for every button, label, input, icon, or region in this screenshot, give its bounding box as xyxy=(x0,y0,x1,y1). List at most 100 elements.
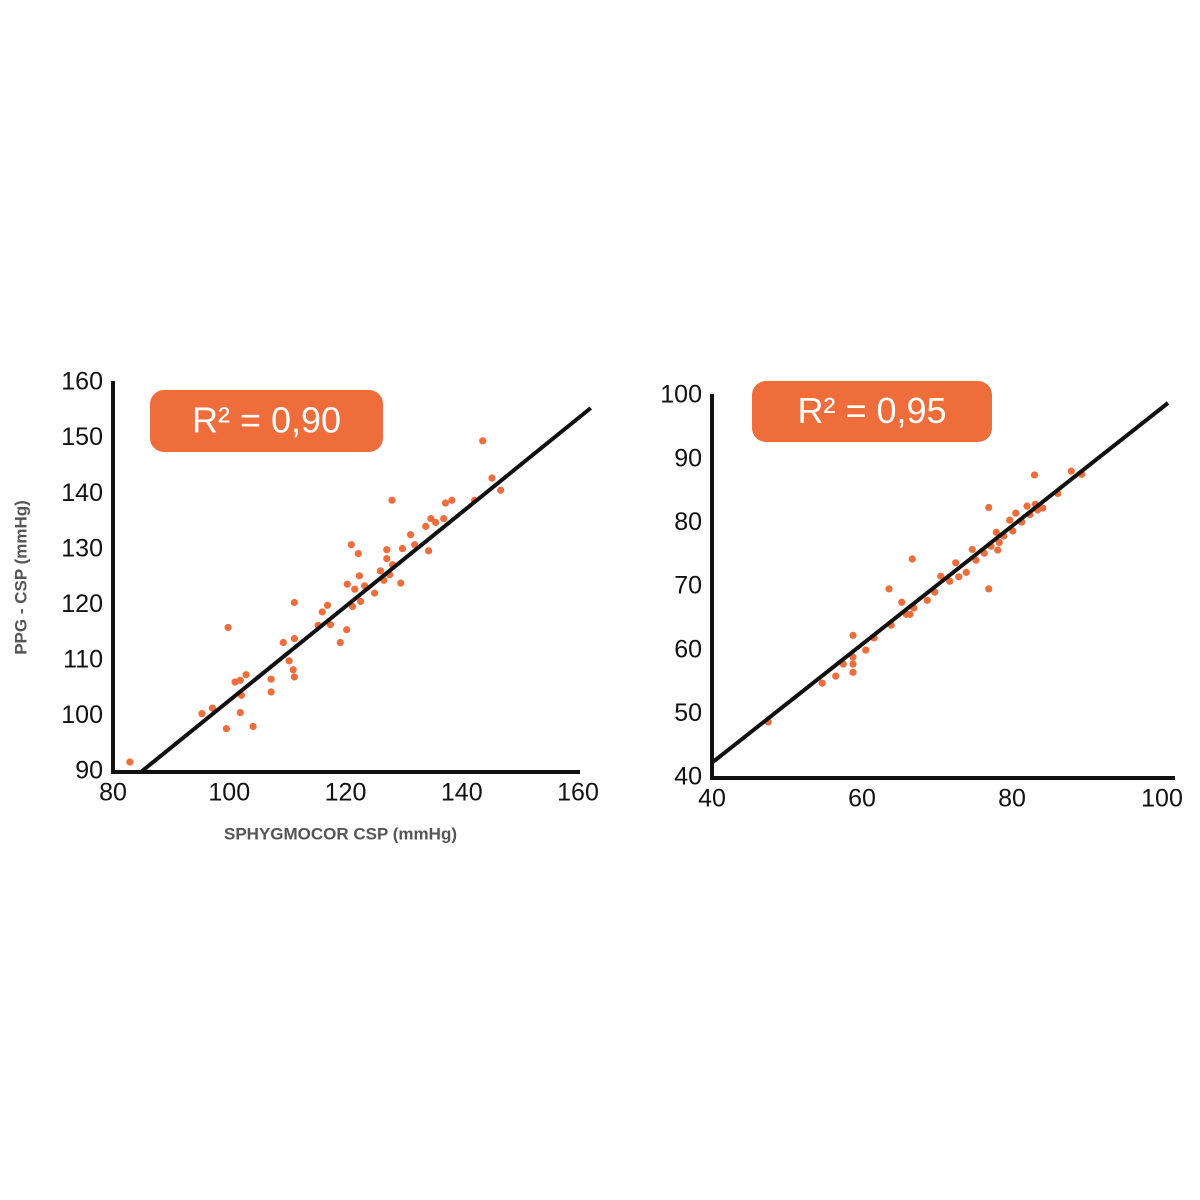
data-point xyxy=(995,538,1003,547)
data-point xyxy=(441,499,450,507)
data-point xyxy=(224,623,232,632)
y-tick-label: 80 xyxy=(674,508,702,536)
data-point xyxy=(249,722,257,731)
data-point xyxy=(908,555,916,563)
data-point xyxy=(992,528,1000,536)
data-point xyxy=(497,486,505,494)
data-point xyxy=(290,635,298,643)
fit-line xyxy=(710,401,1170,765)
data-point xyxy=(431,518,440,527)
y-tick-label: 90 xyxy=(75,757,103,785)
data-point xyxy=(832,672,840,680)
data-point xyxy=(370,589,379,597)
data-point xyxy=(849,660,857,668)
data-point xyxy=(242,671,250,679)
data-point xyxy=(267,675,275,683)
y-tick-label: 70 xyxy=(674,572,702,600)
data-point xyxy=(285,657,293,665)
data-point xyxy=(906,610,914,618)
data-point xyxy=(355,572,364,580)
data-point xyxy=(955,573,963,581)
x-tick-label: 100 xyxy=(1141,785,1183,813)
data-point xyxy=(1006,516,1014,524)
data-point xyxy=(126,758,134,766)
data-point xyxy=(425,547,433,555)
data-point xyxy=(488,474,496,482)
y-tick-label: 160 xyxy=(61,368,103,396)
y-tick-label: 40 xyxy=(674,763,702,791)
y-tick-label: 120 xyxy=(61,590,103,618)
y-tick-label: 100 xyxy=(61,701,103,729)
data-point xyxy=(318,608,326,616)
data-point xyxy=(383,546,391,554)
x-tick-label: 40 xyxy=(698,785,726,813)
data-point xyxy=(962,568,970,576)
data-point xyxy=(885,585,893,593)
data-point xyxy=(343,580,351,588)
x-tick-label: 100 xyxy=(208,779,250,807)
data-point xyxy=(479,437,487,445)
fit-line xyxy=(139,406,593,774)
data-point xyxy=(236,708,244,717)
data-point xyxy=(923,596,931,604)
data-point xyxy=(397,579,405,587)
data-point xyxy=(351,585,359,593)
y-tick-label: 130 xyxy=(61,534,103,562)
data-point xyxy=(343,626,351,634)
data-point xyxy=(985,503,993,512)
data-point xyxy=(968,545,976,554)
data-point xyxy=(388,496,396,504)
data-point xyxy=(985,585,993,593)
annotation-box xyxy=(150,390,383,452)
data-point xyxy=(440,514,448,523)
y-tick-label: 150 xyxy=(61,423,103,451)
y-tick-label: 100 xyxy=(660,381,702,409)
data-point xyxy=(347,541,355,549)
data-point xyxy=(946,577,954,585)
data-point xyxy=(357,597,365,605)
data-point xyxy=(818,679,826,687)
data-point xyxy=(279,638,287,647)
data-point xyxy=(336,638,344,647)
data-point xyxy=(198,710,206,718)
data-point xyxy=(383,555,391,563)
y-tick-label: 140 xyxy=(61,479,103,507)
annotation-box xyxy=(752,381,992,442)
data-point xyxy=(937,572,945,580)
data-point xyxy=(376,567,384,575)
data-point xyxy=(323,601,332,609)
y-tick-label: 90 xyxy=(674,444,702,472)
data-point xyxy=(289,666,297,674)
annotation: R² = 0,90 xyxy=(192,400,341,441)
data-point xyxy=(208,704,216,712)
data-point xyxy=(862,646,870,654)
data-point xyxy=(407,531,415,539)
x-tick-label: 160 xyxy=(557,779,599,807)
data-point xyxy=(1067,467,1075,475)
data-point xyxy=(398,545,407,553)
data-point xyxy=(898,598,906,606)
data-point xyxy=(849,631,857,639)
data-point xyxy=(448,496,456,504)
data-point xyxy=(994,546,1002,554)
data-point xyxy=(290,673,298,681)
data-point xyxy=(1030,471,1039,479)
data-point xyxy=(326,621,334,629)
y-tick-label: 110 xyxy=(63,645,103,673)
x-tick-label: 80 xyxy=(99,779,127,807)
data-point xyxy=(267,688,275,696)
x-tick-label: 80 xyxy=(998,785,1026,813)
data-point xyxy=(849,668,857,676)
data-point xyxy=(236,676,244,684)
data-point xyxy=(222,725,230,733)
data-point xyxy=(1023,502,1031,510)
y-tick-label: 60 xyxy=(674,635,702,663)
data-point xyxy=(972,556,980,564)
data-point xyxy=(422,522,430,530)
x-axis-title: SPHYGMOCOR CSP (mmHg) xyxy=(224,824,457,843)
x-tick-label: 140 xyxy=(441,779,483,807)
x-tick-label: 120 xyxy=(325,779,367,807)
data-point xyxy=(290,598,298,607)
data-point xyxy=(1039,504,1047,512)
